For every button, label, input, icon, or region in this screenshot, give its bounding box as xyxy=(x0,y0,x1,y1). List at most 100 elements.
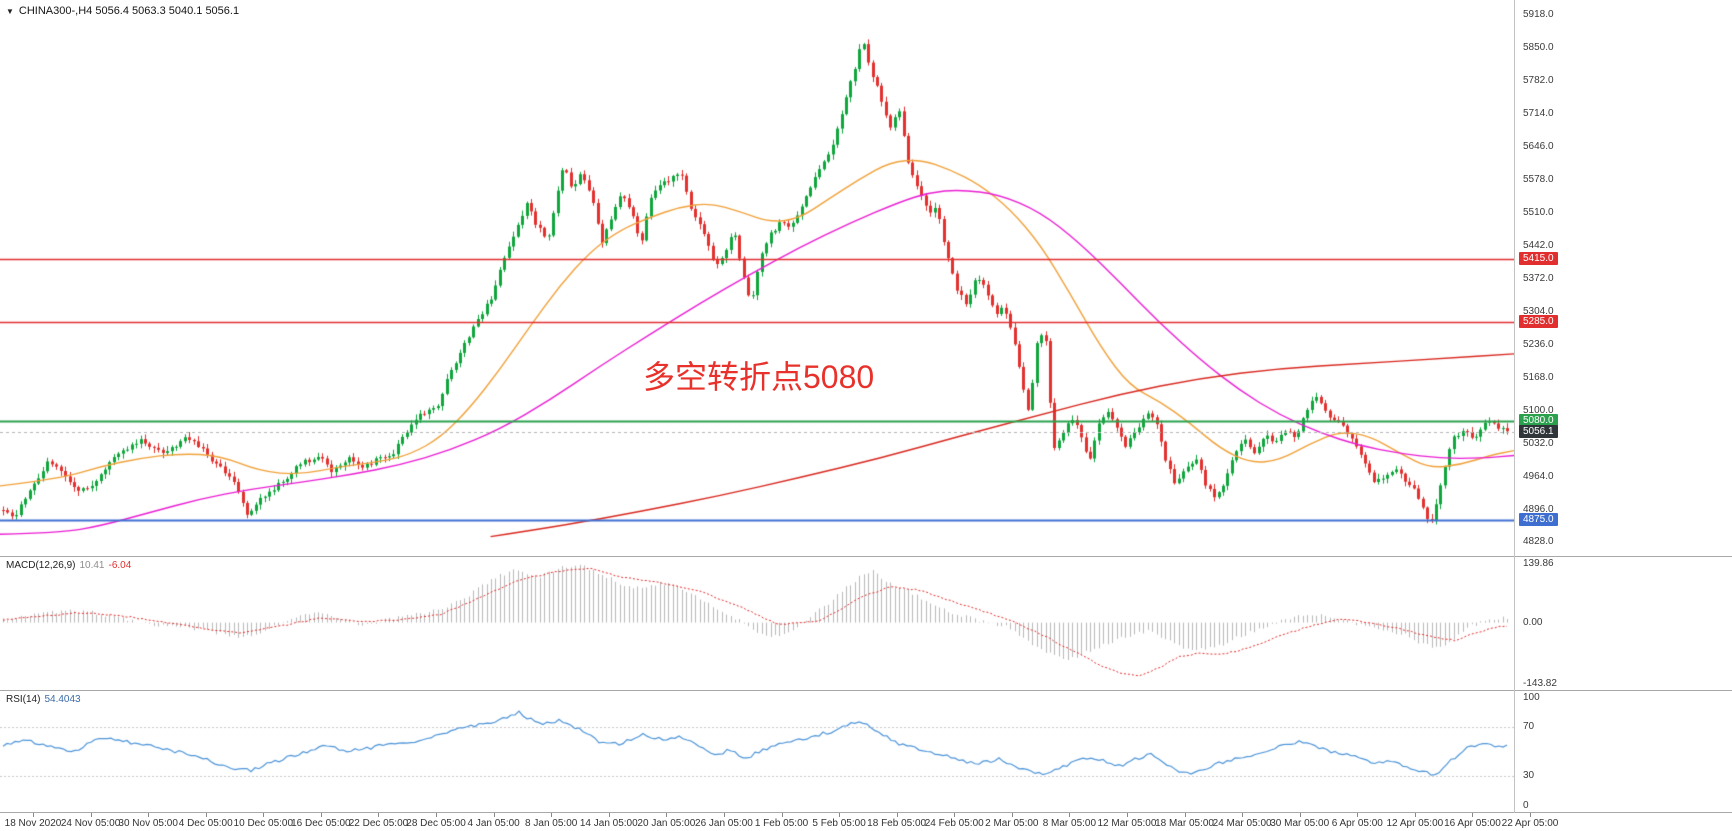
time-tick xyxy=(33,813,34,817)
annotation-text[interactable]: 多空转折点5080 xyxy=(643,359,875,395)
time-label: 18 Feb 05:00 xyxy=(867,818,927,829)
time-tick xyxy=(1472,813,1474,817)
time-tick xyxy=(263,813,265,817)
time-label: 12 Mar 05:00 xyxy=(1097,818,1157,829)
rsi-chart-canvas[interactable] xyxy=(0,691,1514,812)
time-label: 16 Apr 05:00 xyxy=(1444,818,1501,829)
time-tick xyxy=(551,813,553,817)
axis-tick-label: 70 xyxy=(1523,721,1535,733)
axis-tick-label: 139.86 xyxy=(1523,558,1554,569)
time-tick xyxy=(839,813,841,817)
axis-tick-label: 5510.0 xyxy=(1523,206,1554,218)
axis-tick-label: 5782.0 xyxy=(1523,75,1554,87)
price-level-tag: 5285.0 xyxy=(1519,314,1558,328)
time-tick xyxy=(1184,813,1186,817)
time-label: 24 Nov 05:00 xyxy=(60,818,121,829)
axis-tick-label: 0.00 xyxy=(1523,616,1543,628)
main-chart-panel: 5918.0 5850.0 5782.0 5714.0 5646.0 5578.0 5510… xyxy=(0,0,1732,556)
time-tick xyxy=(723,813,725,817)
axis-tick-label: 5372.0 xyxy=(1523,273,1554,285)
price-scale-separator xyxy=(1514,0,1515,813)
macd-name: MACD(12,26,9) xyxy=(6,560,76,571)
axis-tick-label: 4828.0 xyxy=(1523,536,1554,548)
axis-tick-label: 5168.0 xyxy=(1523,372,1554,384)
axis-tick-label: 0 xyxy=(1523,800,1529,811)
time-label: 4 Dec 05:00 xyxy=(178,818,233,829)
axis-tick-label: 4896.0 xyxy=(1523,503,1554,515)
time-tick xyxy=(896,813,898,817)
axis-tick-label: 4964.0 xyxy=(1523,470,1554,482)
time-label: 8 Jan 05:00 xyxy=(525,818,578,829)
time-label: 2 Mar 05:00 xyxy=(985,818,1039,829)
macd-main-value: 10.41 xyxy=(79,560,105,571)
time-axis[interactable]: 18 Nov 2020 24 Nov 05:00 30 Nov 05:00 4 Dec… xyxy=(0,813,1732,831)
time-tick xyxy=(666,813,668,817)
time-label: 24 Feb 05:00 xyxy=(924,818,984,829)
time-label: 30 Mar 05:00 xyxy=(1270,818,1330,829)
candlestick-chart-canvas[interactable] xyxy=(0,0,1514,556)
macd-indicator-label: MACD(12,26,9) 10.41 -6.04 xyxy=(6,560,131,571)
rsi-panel-separator[interactable] xyxy=(0,690,1732,691)
time-label: 20 Jan 05:00 xyxy=(637,818,696,829)
time-tick xyxy=(1414,813,1416,817)
time-tick xyxy=(1357,813,1359,817)
time-tick xyxy=(436,813,438,817)
rsi-indicator-label: RSI(14) 54.4043 xyxy=(6,694,81,705)
time-label: 12 Apr 05:00 xyxy=(1386,818,1444,829)
rsi-panel: 100 70 30 0 RSI(14) 54.4043 xyxy=(0,691,1732,812)
main-price-scale[interactable]: 5918.0 5850.0 5782.0 5714.0 5646.0 5578.0 5510… xyxy=(1514,0,1732,556)
time-tick xyxy=(320,813,322,817)
macd-scale[interactable]: 139.86 0.00 -143.82 xyxy=(1514,557,1732,690)
time-label: 22 Apr 05:00 xyxy=(1501,818,1559,829)
rsi-name: RSI(14) xyxy=(6,694,41,705)
macd-panel-separator[interactable] xyxy=(0,556,1732,557)
macd-panel: 139.86 0.00 -143.82 MACD(12,26,9) 10.41 -6.0… xyxy=(0,557,1732,690)
axis-tick-label: 5304.0 xyxy=(1523,306,1554,318)
price-level-tag: 5080.0 xyxy=(1519,413,1558,427)
axis-tick-label: 5100.0 xyxy=(1523,404,1554,416)
time-label: 5 Feb 05:00 xyxy=(812,818,866,829)
time-tick xyxy=(954,813,956,817)
time-axis-separator xyxy=(0,812,1732,813)
time-tick xyxy=(378,813,380,817)
symbol-ohlc-text: CHINA300-,H4 5056.4 5063.3 5040.1 5056.1 xyxy=(18,5,240,17)
time-tick xyxy=(1126,813,1128,817)
time-tick xyxy=(1299,813,1301,817)
time-label: 30 Nov 05:00 xyxy=(118,818,178,829)
time-label: 16 Dec 05:00 xyxy=(291,818,351,829)
rsi-value: 54.4043 xyxy=(44,694,81,705)
macd-signal-value: -6.04 xyxy=(108,560,132,571)
time-label: 4 Jan 05:00 xyxy=(467,818,520,829)
axis-tick-label: 5714.0 xyxy=(1523,108,1554,120)
axis-tick-label: 5850.0 xyxy=(1523,42,1554,54)
time-label: 24 Mar 05:00 xyxy=(1212,818,1272,829)
time-tick xyxy=(493,813,495,817)
time-tick xyxy=(1530,813,1531,817)
time-label: 10 Dec 05:00 xyxy=(233,818,294,829)
time-label: 26 Jan 05:00 xyxy=(695,818,753,829)
axis-tick-label: 5646.0 xyxy=(1523,140,1554,152)
rsi-scale[interactable]: 100 70 30 0 xyxy=(1514,691,1732,812)
axis-tick-label: -143.82 xyxy=(1523,678,1557,689)
time-tick xyxy=(148,813,150,817)
axis-tick-label: 5578.0 xyxy=(1523,173,1554,185)
time-label: 18 Nov 2020 xyxy=(4,818,62,829)
time-tick xyxy=(781,813,783,817)
axis-tick-label: 100 xyxy=(1523,692,1540,703)
price-level-tag: 4875.0 xyxy=(1519,512,1558,526)
time-tick xyxy=(1242,813,1244,817)
time-label: 14 Jan 05:00 xyxy=(579,818,638,829)
time-label: 28 Dec 05:00 xyxy=(406,818,466,829)
axis-tick-label: 5442.0 xyxy=(1523,239,1554,251)
chart-header: ▼ CHINA300-,H4 5056.4 5063.3 5040.1 5056… xyxy=(6,5,239,17)
time-tick xyxy=(205,813,207,817)
axis-tick-label: 5918.0 xyxy=(1523,9,1554,21)
axis-tick-label: 5236.0 xyxy=(1523,339,1554,351)
symbol-dropdown-icon[interactable]: ▼ xyxy=(6,6,14,16)
macd-chart-canvas[interactable] xyxy=(0,557,1514,690)
time-tick xyxy=(1011,813,1013,817)
time-tick xyxy=(1069,813,1071,817)
time-label: 1 Feb 05:00 xyxy=(754,818,809,829)
axis-tick-label: 30 xyxy=(1523,769,1535,781)
